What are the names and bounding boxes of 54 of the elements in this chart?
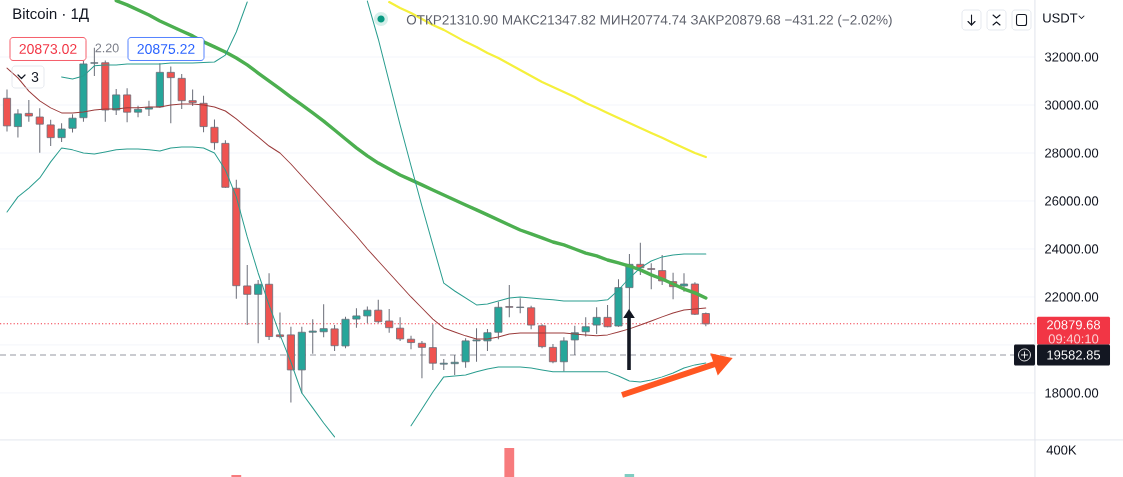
- candlestick: [407, 335, 416, 350]
- y-tick-label: 24000.00: [1045, 244, 1099, 254]
- annotation: 2.20: [95, 43, 119, 53]
- candlestick: [647, 262, 656, 290]
- candlestick: [123, 87, 132, 123]
- candlestick: [177, 73, 186, 110]
- candlestick: [134, 105, 143, 118]
- ref-line-label: 20879.68: [1047, 320, 1101, 330]
- chart-title: Bitcoin · 1Д: [13, 8, 89, 22]
- candlestick: [275, 312, 284, 339]
- candlestick: [243, 264, 252, 326]
- candlestick: [199, 95, 208, 133]
- candlestick: [166, 66, 175, 124]
- candlestick: [35, 107, 44, 154]
- candlestick: [450, 354, 459, 376]
- candlestick: [385, 308, 394, 334]
- candlestick: [24, 99, 33, 123]
- candlestick: [352, 307, 361, 329]
- candlestick: [592, 306, 601, 335]
- y-tick-label: 18000.00: [1045, 388, 1099, 398]
- annotation: 20875.22: [137, 44, 195, 54]
- y-tick-label: 30000.00: [1044, 100, 1099, 110]
- candlestick: [68, 113, 77, 134]
- candlestick: [308, 318, 317, 355]
- candlestick: [330, 324, 339, 352]
- candlestick: [680, 272, 688, 293]
- candlestick: [417, 340, 426, 379]
- candlestick: [472, 327, 481, 363]
- y-axis-title: USDT: [1043, 13, 1078, 23]
- y-tick-label: 22000.00: [1045, 292, 1099, 302]
- candlestick: [374, 299, 383, 324]
- annotation: 3: [31, 72, 39, 82]
- y-tick-label: 28000.00: [1045, 148, 1099, 158]
- candlestick: [527, 305, 536, 330]
- candlestick: [548, 343, 557, 364]
- candlestick: [210, 118, 219, 151]
- y-tick-label: 32000.00: [1044, 52, 1099, 62]
- candlestick: [559, 336, 568, 373]
- candlestick: [581, 316, 590, 338]
- candlestick: [254, 279, 263, 344]
- candlestick: [505, 284, 514, 318]
- candlestick: [13, 108, 22, 138]
- candlestick: [428, 323, 437, 371]
- annotation: 20873.02: [19, 44, 77, 54]
- candlestick: [319, 303, 328, 338]
- candlestick: [112, 88, 121, 116]
- y-tick-label: 26000.00: [1045, 196, 1099, 206]
- text: 400K: [1046, 445, 1077, 455]
- ref-line-label: 19582.85: [1047, 350, 1101, 360]
- candlestick: [57, 122, 66, 143]
- candlestick: [46, 119, 55, 147]
- text: 09:40:10: [1048, 334, 1099, 344]
- candlestick: [396, 316, 405, 342]
- candlestick: [461, 337, 470, 369]
